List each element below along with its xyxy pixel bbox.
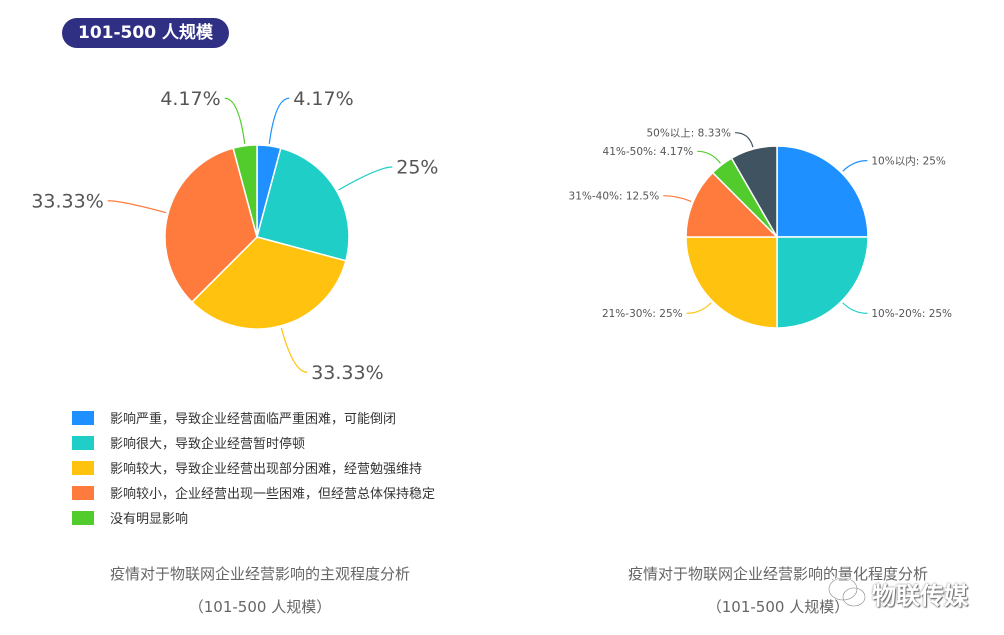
scale-badge: 101-500 人规模	[62, 18, 229, 48]
chart-legend: 影响严重，导致企业经营面临严重困难，可能倒闭 影响很大，导致企业经营暂时停顿影响较…	[72, 405, 435, 530]
legend-label: 影响较小，企业经营出现一些困难，但经营总体保持稳定	[110, 487, 436, 502]
legend-swatch	[72, 435, 94, 450]
chart1-subcaption: （101-500 人规模）	[188, 598, 332, 616]
legend-item: 影响很大，导致企业经营暂时停顿	[72, 430, 435, 455]
chart2-subcaption: （101-500 人规模）	[706, 598, 850, 616]
legend-item: 影响较小，企业经营出现一些困难，但经营总体保持稳定	[72, 480, 435, 505]
pie-slice	[190, 236, 347, 330]
leader-line	[338, 166, 393, 191]
leader-line	[697, 150, 721, 164]
slice-label: 41%-50%: 4.17%	[603, 146, 694, 158]
slice-label: 10%-20%: 25%	[871, 308, 952, 320]
legend-label: 影响很大，导致企业经营暂时停顿	[110, 437, 306, 452]
chart1-caption: 疫情对于物联网企业经营影响的主观程度分析	[109, 565, 410, 583]
slice-label: 33.33%	[31, 190, 103, 212]
leader-line	[268, 97, 290, 144]
legend-swatch	[72, 460, 94, 475]
slice-label: 21%-30%: 25%	[602, 308, 683, 320]
wechat-icon	[827, 576, 867, 608]
leader-line	[107, 200, 167, 214]
slice-label: 33.33%	[311, 362, 383, 384]
leader-line	[842, 160, 868, 172]
watermark-label: 物联传媒	[872, 582, 968, 610]
leader-line	[280, 327, 308, 373]
legend-item: 影响较大，导致企业经营出现部分困难，经营勉强维持	[72, 455, 435, 480]
legend-swatch	[72, 510, 94, 525]
pie-chart-1: 4.17% 25% 33.33% 33.33% 4.17%	[31, 88, 438, 384]
watermark: 物联传媒	[826, 570, 986, 614]
legend-swatch	[72, 410, 94, 425]
slice-label: 25%	[396, 157, 438, 179]
leader-line	[842, 302, 868, 314]
slice-label: 10%以内: 25%	[871, 154, 946, 167]
pie-slice	[730, 145, 778, 240]
leader-line	[663, 195, 692, 202]
leader-line	[224, 97, 246, 144]
legend-item: 没有明显影响	[72, 505, 435, 530]
slice-label: 4.17%	[160, 88, 220, 110]
slice-label: 4.17%	[293, 88, 353, 110]
legend-label: 影响严重，导致企业经营面临严重困难，可能倒闭	[110, 412, 397, 427]
pie-slice	[164, 147, 258, 304]
pie-slice	[776, 236, 869, 329]
chart2-caption: 疫情对于物联网企业经营影响的量化程度分析	[627, 565, 928, 583]
pie-chart-2: 10%以内: 25% 10%-20%: 25% 21%-30%: 25% 31%-40…	[569, 127, 952, 329]
legend-label: 没有明显影响	[110, 512, 189, 527]
legend-item: 影响严重，导致企业经营面临严重困难，可能倒闭	[72, 405, 435, 430]
legend-label: 影响较大，导致企业经营出现部分困难，经营勉强维持	[110, 462, 423, 477]
leader-line	[735, 132, 754, 148]
pie-slice	[776, 145, 869, 238]
legend-swatch	[72, 485, 94, 500]
pie-slice	[685, 171, 779, 238]
leader-line	[686, 302, 712, 314]
slice-label: 50%以上: 8.33%	[646, 127, 731, 139]
pie-slice	[685, 236, 778, 329]
pie-slice	[256, 147, 350, 262]
slice-label: 31%-40%: 12.5%	[569, 190, 660, 202]
pie-slice	[232, 144, 258, 238]
